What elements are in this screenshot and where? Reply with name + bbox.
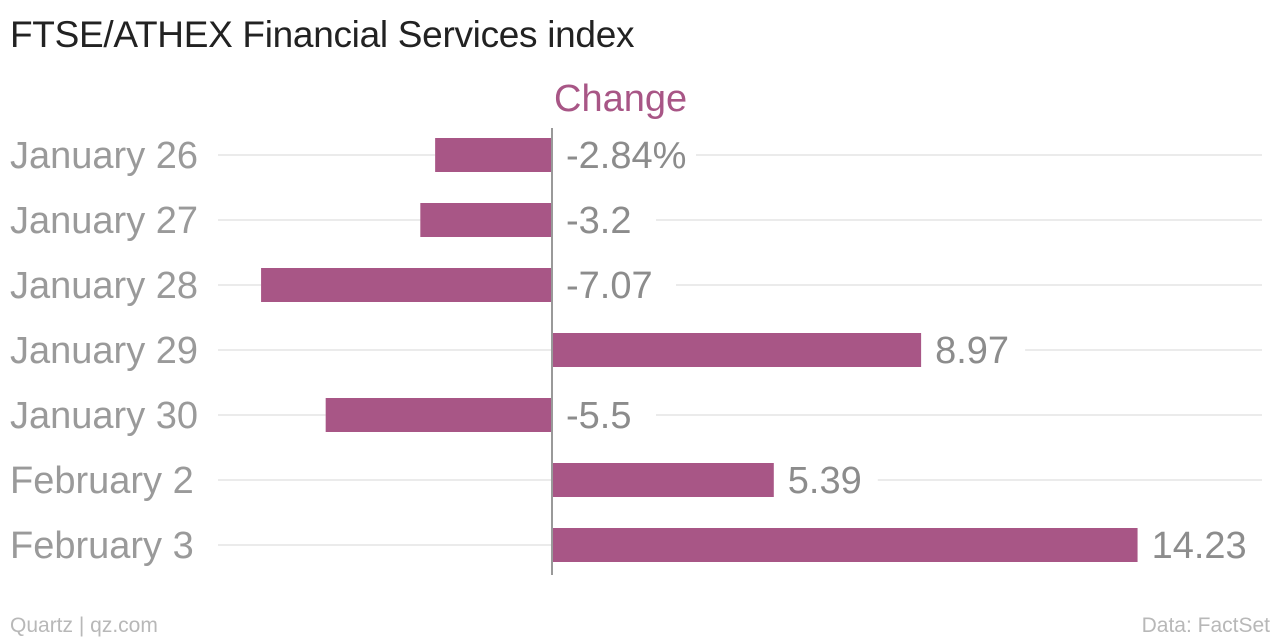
bar	[325, 398, 552, 432]
category-label: January 26	[10, 135, 198, 177]
data-label: 8.97	[935, 330, 1009, 372]
bar	[420, 203, 552, 237]
category-label: January 27	[10, 200, 198, 242]
data-label: 14.23	[1152, 525, 1247, 567]
bars	[261, 128, 1138, 575]
data-label: -5.5	[566, 395, 631, 437]
category-label: February 3	[10, 525, 194, 567]
bar	[435, 138, 552, 172]
category-label: January 30	[10, 395, 198, 437]
footer-credit: Quartz | qz.com	[10, 614, 158, 637]
bar	[552, 463, 774, 497]
data-label: 5.39	[788, 460, 862, 502]
category-label: February 2	[10, 460, 194, 502]
footer-source: Data: FactSet	[1141, 614, 1270, 637]
category-label: January 28	[10, 265, 198, 307]
data-label: -7.07	[566, 265, 653, 307]
category-label: January 29	[10, 330, 198, 372]
data-label: -2.84%	[566, 135, 686, 177]
bar	[552, 333, 922, 367]
chart-title: FTSE/ATHEX Financial Services index	[10, 14, 635, 55]
bar	[552, 528, 1138, 562]
data-label: -3.2	[566, 200, 631, 242]
labels: January 26 -2.84% January 27 -3.2 January 28…	[10, 78, 1247, 567]
bar	[261, 268, 552, 302]
series-label: Change	[554, 78, 687, 120]
gridlines	[218, 154, 1262, 546]
